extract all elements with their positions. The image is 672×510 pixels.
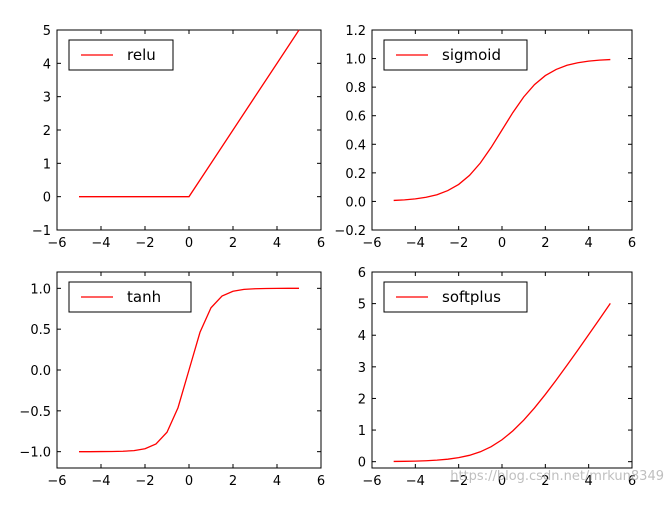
y-tick-label: 1.0	[30, 282, 51, 297]
y-tick-label: 0.5	[30, 323, 51, 338]
legend-label: softplus	[442, 288, 501, 306]
y-tick-label: 0.8	[345, 81, 366, 96]
x-tick-label: −4	[406, 474, 425, 489]
x-tick-label: 0	[185, 236, 193, 251]
watermark-text: https://blog.csdn.net/mrkun8349	[450, 469, 664, 484]
x-tick-label: 0	[185, 474, 193, 489]
y-tick-label: 4	[358, 329, 366, 344]
x-tick-label: 0	[498, 236, 506, 251]
x-tick-label: −6	[362, 474, 381, 489]
y-tick-label: 2	[358, 392, 366, 407]
y-tick-label: 0.2	[345, 167, 366, 182]
x-tick-label: −4	[91, 236, 110, 251]
y-tick-label: 0	[43, 191, 51, 206]
y-tick-label: 0	[358, 456, 366, 471]
y-tick-label: 0.4	[345, 138, 366, 153]
y-tick-label: 1	[358, 424, 366, 439]
x-tick-label: −4	[406, 236, 425, 251]
y-tick-label: −0.2	[334, 224, 366, 239]
y-tick-label: −1.0	[19, 446, 51, 461]
x-tick-label: 6	[628, 236, 636, 251]
legend-label: sigmoid	[442, 46, 501, 64]
x-tick-label: −2	[449, 236, 468, 251]
x-tick-label: 2	[541, 236, 549, 251]
x-tick-label: 4	[585, 474, 593, 489]
y-tick-label: 3	[358, 361, 366, 376]
y-tick-label: 0.0	[30, 364, 51, 379]
series-line-relu	[79, 29, 300, 198]
x-tick-label: 4	[273, 474, 281, 489]
y-tick-label: −0.5	[19, 405, 51, 420]
x-tick-label: 4	[585, 236, 593, 251]
series-line-tanh	[79, 287, 299, 453]
subplot-softplus: −6 −4 −2 0 2 4 6 0 1 2 3 4 5 6 softplus	[358, 266, 636, 489]
y-tick-label: 1.0	[345, 53, 366, 68]
y-tick-label: 4	[43, 57, 51, 72]
y-tick-label: 3	[43, 91, 51, 106]
y-tick-label: 2	[43, 124, 51, 139]
x-tick-label: 2	[541, 474, 549, 489]
y-tick-label: 0.0	[345, 195, 366, 210]
y-tick-label: 0.6	[345, 110, 366, 125]
x-tick-label: −2	[135, 474, 154, 489]
x-tick-label: 6	[628, 474, 636, 489]
y-tick-label: 5	[43, 24, 51, 39]
subplot-tanh: −6 −4 −2 0 2 4 6 −1.0 −0.5 0.0 0.5 1.0 tanh	[19, 271, 325, 489]
y-tick-label: 1.2	[345, 24, 366, 39]
x-tick-label: 0	[498, 474, 506, 489]
x-tick-label: 2	[229, 474, 237, 489]
x-tick-label: −4	[91, 474, 110, 489]
x-tick-label: 4	[273, 236, 281, 251]
x-tick-label: 6	[317, 474, 325, 489]
x-tick-label: −2	[449, 474, 468, 489]
series-line-softplus	[393, 303, 611, 463]
x-tick-label: −6	[47, 474, 66, 489]
x-tick-label: 2	[229, 236, 237, 251]
subplot-relu: −6 −4 −2 0 2 4 6 −1 0 1 2 3 4 5 relu	[32, 24, 325, 251]
legend-label: relu	[127, 46, 156, 64]
x-tick-label: −6	[362, 236, 381, 251]
x-tick-label: 6	[317, 236, 325, 251]
y-tick-label: −1	[32, 224, 51, 239]
series-line-sigmoid	[393, 58, 611, 202]
legend-label: tanh	[127, 288, 161, 306]
x-tick-label: −2	[135, 236, 154, 251]
y-tick-label: 5	[358, 298, 366, 313]
x-tick-label: −6	[47, 236, 66, 251]
y-tick-label: 1	[43, 157, 51, 172]
subplot-sigmoid: −6 −4 −2 0 2 4 6 −0.2 0.0 0.2 0.4 0.6 0.8 1.0 1.2 sigmo…	[334, 24, 636, 251]
y-tick-label: 6	[358, 266, 366, 281]
